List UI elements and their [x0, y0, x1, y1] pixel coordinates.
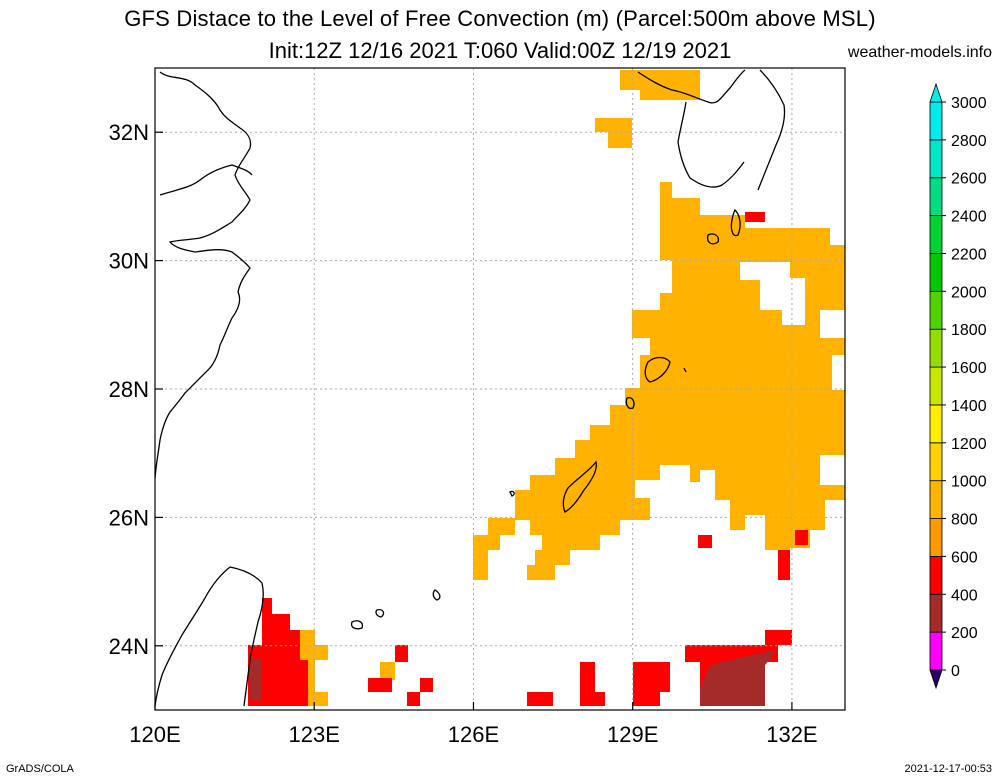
colorbar-segment — [929, 593, 943, 633]
colorbar-label: 1600 — [951, 360, 987, 377]
coastlines — [154, 69, 786, 707]
colorbar-label: 1400 — [951, 398, 987, 415]
lfc-region-west — [473, 518, 515, 580]
chart-title: GFS Distace to the Level of Free Convect… — [124, 6, 876, 31]
island-miyako — [432, 589, 441, 601]
lfc-hole-1 — [740, 262, 805, 325]
colorbar-segment — [929, 139, 943, 179]
grid-lines — [155, 68, 845, 710]
colorbar-label: 0 — [951, 663, 960, 680]
island-amami — [644, 356, 671, 383]
coast-kyushu-south — [677, 101, 745, 188]
colorbar-label: 1200 — [951, 436, 987, 453]
colorbar-segment — [929, 290, 943, 330]
colorbar-segment — [929, 215, 943, 254]
lfc-red-12 — [745, 212, 765, 222]
lfc-red-10 — [778, 550, 790, 580]
lfc-brown-1 — [700, 650, 778, 706]
colorbar-label: 600 — [951, 549, 978, 566]
colorbar-label: 400 — [951, 587, 978, 604]
lfc-red-5 — [407, 692, 420, 706]
colorbar-label: 800 — [951, 512, 978, 529]
lfc-red-2 — [395, 645, 408, 662]
island-tokunoshima — [625, 396, 635, 410]
colorbar-segment — [929, 328, 943, 368]
colorbar-over-arrow — [929, 82, 943, 103]
lfc-fill-layer — [248, 70, 845, 706]
y-tick-label: 28N — [109, 377, 149, 402]
coast-shikoku — [757, 69, 786, 191]
y-tick-label: 24N — [109, 634, 149, 659]
island-yaeyama — [350, 608, 385, 630]
colorbar-segment — [929, 518, 943, 557]
lfc-red-11 — [698, 535, 712, 548]
colorbar-segment — [929, 556, 943, 595]
colorbar-label: 200 — [951, 625, 978, 642]
colorbar-segment — [929, 101, 943, 141]
colorbar-segment — [929, 631, 943, 671]
colorbar-label: 2000 — [951, 284, 987, 301]
island-small-2 — [683, 367, 687, 373]
colorbar-segment — [929, 366, 943, 406]
lfc-red-8 — [633, 662, 670, 706]
colorbar-segment — [929, 442, 943, 482]
island-yakushima — [706, 233, 720, 245]
lfc-region-small-c — [380, 662, 395, 680]
lfc-brown-2 — [250, 660, 262, 700]
y-tick-label: 26N — [109, 505, 149, 530]
lfc-hole-2 — [700, 198, 725, 215]
colorbar-label: 1000 — [951, 474, 987, 491]
x-tick-label: 120E — [129, 722, 180, 747]
footer-credit: GrADS/COLA — [6, 763, 74, 775]
lfc-red-7 — [580, 662, 605, 706]
colorbar-segment — [929, 480, 943, 519]
colorbar-label: 2600 — [951, 171, 987, 188]
lfc-region-sw — [290, 615, 328, 706]
colorbar-segment — [929, 177, 943, 217]
x-tick-label: 123E — [289, 722, 340, 747]
x-tick-label: 132E — [766, 722, 817, 747]
y-tick-label: 30N — [109, 249, 149, 274]
lfc-red-6 — [527, 692, 553, 706]
lfc-red-3 — [368, 678, 392, 692]
lfc-region-east — [515, 182, 845, 580]
coast-yangtze — [159, 164, 253, 196]
island-okinawa — [562, 460, 598, 513]
x-tick-label: 129E — [607, 722, 658, 747]
colorbar-label: 1800 — [951, 322, 987, 339]
lfc-red-1 — [248, 598, 308, 706]
colorbar-label: 3000 — [951, 95, 987, 112]
axes: 120E 123E 126E 129E 132E 24N 26N 28N 30N 32N — [109, 120, 818, 747]
island-small-1 — [509, 490, 515, 497]
colorbar-segment — [929, 253, 943, 292]
colorbar-segment — [929, 404, 943, 444]
colorbar-label: 2800 — [951, 133, 987, 150]
lfc-region-small-north — [595, 118, 632, 148]
colorbar: 0 200 400 600 800 1000 1200 1400 1600 1800 2000 220… — [929, 82, 987, 690]
lfc-red-13 — [795, 530, 808, 545]
colorbar-label: 2400 — [951, 209, 987, 226]
colorbar-under-arrow — [929, 669, 943, 690]
coast-taiwan — [154, 566, 264, 707]
coast-kyushu — [637, 69, 746, 104]
lfc-red-4 — [420, 678, 433, 692]
chart-subtitle: Init:12Z 12/16 2021 T:060 Valid:00Z 12/1… — [268, 38, 732, 63]
footer-timestamp: 2021-12-17-00:53 — [904, 763, 992, 775]
y-tick-label: 32N — [109, 120, 149, 145]
site-label: weather-models.info — [847, 44, 992, 61]
colorbar-label: 2200 — [951, 246, 987, 263]
island-tanegashima — [730, 208, 741, 237]
coast-china — [154, 71, 252, 479]
x-tick-label: 126E — [448, 722, 499, 747]
